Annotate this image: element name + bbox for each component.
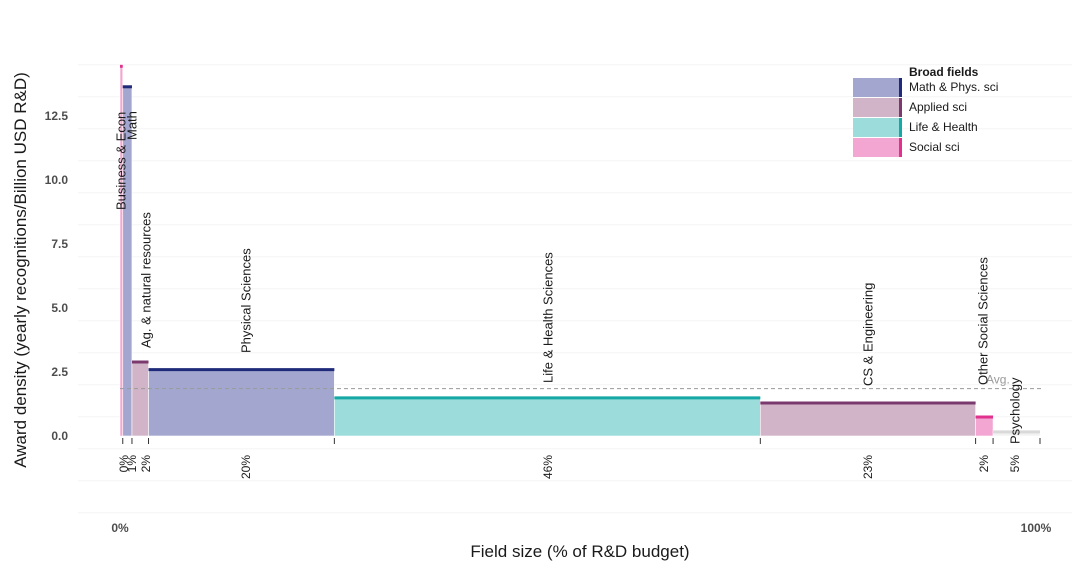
legend-swatch-edge: [899, 118, 902, 137]
bar: [760, 401, 976, 437]
x-tick-label: 0%: [111, 521, 129, 535]
bar: [975, 415, 994, 437]
legend-swatch: [853, 118, 901, 137]
x-axis-title: Field size (% of R&D budget): [470, 542, 689, 561]
axis-layer: 0.0 2.5 5.0 7.5 10.0 12.5 0% 100%: [45, 109, 1052, 535]
legend-title: Broad fields: [909, 65, 979, 79]
legend-item-label: Life & Health: [909, 120, 978, 134]
legend-swatch-edge: [899, 138, 902, 157]
bar-percent-label: 46%: [541, 455, 555, 479]
legend-swatch: [853, 78, 901, 97]
bar-percent-label: 2%: [977, 455, 991, 473]
bar: [131, 360, 149, 437]
bar-name-label: Business & Econ: [113, 112, 128, 210]
average-label: Avg.: [986, 373, 1010, 387]
legend-swatch: [853, 98, 901, 117]
y-tick-label: 5.0: [51, 301, 68, 315]
grid-layer: [78, 64, 1072, 514]
bar-percent-label: 0%: [117, 455, 131, 473]
y-tick-label: 10.0: [45, 173, 69, 187]
bars-layer: [119, 64, 1041, 444]
bar-percent-label: 23%: [861, 455, 875, 479]
bar-name-label: Other Social Sciences: [975, 257, 990, 385]
y-tick-label: 0.0: [51, 429, 68, 443]
y-tick-label: 7.5: [51, 237, 68, 251]
bar-labels-layer: Business & Econ 0% Math 1% Ag. & natural res…: [113, 111, 1022, 479]
bar-name-label: Ag. & natural resources: [138, 212, 153, 348]
y-tick-label: 12.5: [45, 109, 69, 123]
y-axis-title: Award density (yearly recognitions/Billi…: [11, 72, 30, 468]
legend-item-label: Social sci: [909, 140, 960, 154]
legend-swatch: [853, 138, 901, 157]
average-line-layer: Avg.: [120, 373, 1044, 390]
legend-item-label: Math & Phys. sci: [909, 80, 998, 94]
bar-name-label: Physical Sciences: [238, 248, 253, 353]
bar-name-label: Life & Health Sciences: [540, 252, 555, 383]
bar-name-label: Math: [124, 111, 139, 140]
y-tick-label: 2.5: [51, 365, 68, 379]
bar-name-label: CS & Engineering: [860, 283, 875, 386]
bar-percent-label: 5%: [1008, 455, 1022, 473]
legend-swatch-edge: [899, 78, 902, 97]
bar-percent-label: 2%: [139, 455, 153, 473]
legend-swatch-edge: [899, 98, 902, 117]
legend-item-label: Applied sci: [909, 100, 967, 114]
bar: [148, 367, 335, 437]
bar-name-label: Psychology: [1007, 377, 1022, 444]
bar-percent-label: 20%: [239, 455, 253, 479]
x-tick-label: 100%: [1021, 521, 1052, 535]
bar: [334, 396, 761, 437]
bar-percent-label: 1%: [125, 455, 139, 473]
